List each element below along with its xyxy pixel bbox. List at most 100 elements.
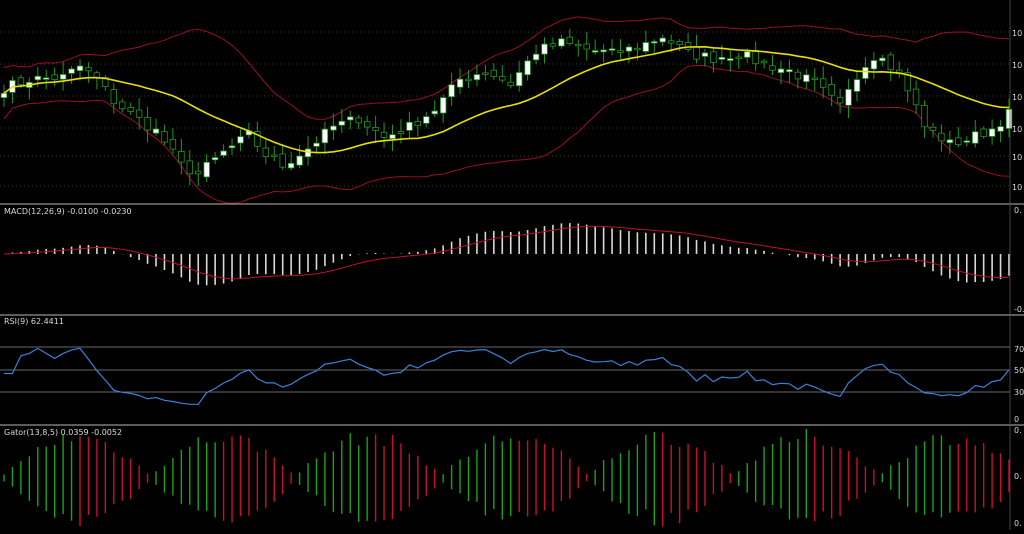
candle[interactable] xyxy=(524,55,531,81)
candle[interactable] xyxy=(912,80,920,114)
candle[interactable] xyxy=(786,59,793,84)
candle[interactable] xyxy=(296,144,303,169)
candle[interactable] xyxy=(921,100,928,138)
candle[interactable] xyxy=(211,151,219,165)
candle[interactable] xyxy=(963,136,970,147)
candle[interactable] xyxy=(946,130,954,154)
candle[interactable] xyxy=(811,68,818,91)
candle[interactable] xyxy=(727,48,734,72)
candle[interactable] xyxy=(439,94,447,124)
candle[interactable] xyxy=(668,34,675,53)
candle[interactable] xyxy=(625,43,633,63)
candle[interactable] xyxy=(127,102,134,116)
candle[interactable] xyxy=(988,119,996,145)
candle[interactable] xyxy=(414,117,421,137)
candle[interactable] xyxy=(608,39,616,56)
candle[interactable] xyxy=(43,69,50,90)
candle[interactable] xyxy=(684,32,692,52)
candle[interactable] xyxy=(456,68,464,94)
candle[interactable] xyxy=(51,67,58,87)
candle[interactable] xyxy=(431,100,438,117)
candle[interactable] xyxy=(85,62,92,83)
candle[interactable] xyxy=(194,161,202,187)
candle[interactable] xyxy=(929,122,937,138)
candle[interactable] xyxy=(59,61,67,91)
candle[interactable] xyxy=(465,70,472,89)
candle[interactable] xyxy=(237,129,244,152)
candle[interactable] xyxy=(887,52,894,82)
candle[interactable] xyxy=(448,72,455,106)
candle[interactable] xyxy=(820,66,827,99)
candle[interactable] xyxy=(507,73,514,89)
candle[interactable] xyxy=(617,39,624,59)
candle[interactable] xyxy=(161,124,168,146)
macd-panel[interactable] xyxy=(3,223,1010,286)
candle[interactable] xyxy=(803,69,810,90)
candle[interactable] xyxy=(972,119,979,148)
candle[interactable] xyxy=(1005,98,1013,138)
candle[interactable] xyxy=(845,78,852,118)
candle[interactable] xyxy=(389,124,396,152)
candle[interactable] xyxy=(330,113,337,141)
candle[interactable] xyxy=(499,65,506,84)
candle[interactable] xyxy=(583,32,590,61)
candle[interactable] xyxy=(980,126,987,139)
candle[interactable] xyxy=(558,34,565,49)
candle[interactable] xyxy=(853,69,861,101)
candle[interactable] xyxy=(152,118,160,136)
candle[interactable] xyxy=(482,64,489,81)
candle[interactable] xyxy=(254,121,261,152)
candle[interactable] xyxy=(372,115,379,143)
candle[interactable] xyxy=(735,52,742,69)
candle[interactable] xyxy=(473,64,481,87)
candle[interactable] xyxy=(566,28,573,46)
candle[interactable] xyxy=(363,115,371,136)
candle[interactable] xyxy=(347,110,354,130)
candle[interactable] xyxy=(406,111,413,140)
candle[interactable] xyxy=(220,144,227,158)
candle[interactable] xyxy=(642,30,649,54)
candle[interactable] xyxy=(676,39,683,52)
gator-panel[interactable] xyxy=(3,429,1010,527)
candle[interactable] xyxy=(228,138,236,155)
candle[interactable] xyxy=(279,143,286,170)
candle[interactable] xyxy=(532,44,540,65)
candle[interactable] xyxy=(651,39,658,55)
candle[interactable] xyxy=(321,121,329,154)
candle[interactable] xyxy=(659,34,666,47)
candle[interactable] xyxy=(600,44,607,63)
candle[interactable] xyxy=(955,126,962,148)
candle[interactable] xyxy=(186,150,193,186)
candle[interactable] xyxy=(879,54,886,67)
candle[interactable] xyxy=(777,60,785,85)
candle[interactable] xyxy=(904,68,911,103)
candle[interactable] xyxy=(710,47,717,73)
candle[interactable] xyxy=(76,59,84,81)
candle[interactable] xyxy=(516,60,523,92)
candle[interactable] xyxy=(355,114,362,130)
candle[interactable] xyxy=(68,66,75,84)
candle[interactable] xyxy=(287,151,295,171)
candle[interactable] xyxy=(423,111,430,128)
candle[interactable] xyxy=(541,37,548,64)
candle[interactable] xyxy=(760,58,768,69)
candle[interactable] xyxy=(110,82,117,114)
candle[interactable] xyxy=(549,37,557,50)
candle[interactable] xyxy=(262,138,269,164)
candle[interactable] xyxy=(144,106,151,143)
candle[interactable] xyxy=(828,76,835,107)
candle[interactable] xyxy=(169,128,177,155)
candle[interactable] xyxy=(119,98,126,113)
rsi-panel[interactable] xyxy=(4,347,1010,405)
candle[interactable] xyxy=(338,108,345,133)
candle[interactable] xyxy=(836,88,844,114)
candle[interactable] xyxy=(490,63,497,80)
candle[interactable] xyxy=(938,124,945,152)
price-panel[interactable] xyxy=(0,16,1013,205)
candle[interactable] xyxy=(575,39,582,57)
candle[interactable] xyxy=(135,98,143,130)
candle[interactable] xyxy=(203,153,210,183)
candle[interactable] xyxy=(313,136,320,154)
